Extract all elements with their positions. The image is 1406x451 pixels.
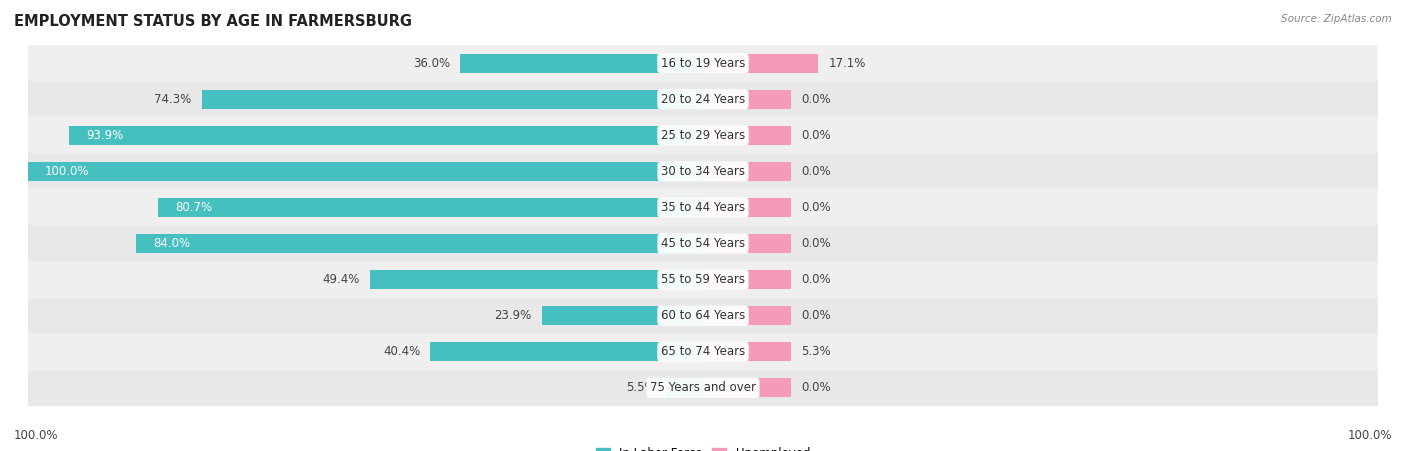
Bar <box>28 262 1378 298</box>
Bar <box>703 126 790 145</box>
Text: 0.0%: 0.0% <box>801 93 831 106</box>
Legend: In Labor Force, Unemployed: In Labor Force, Unemployed <box>591 442 815 451</box>
Bar <box>541 306 703 325</box>
Text: 0.0%: 0.0% <box>801 273 831 286</box>
Text: 60 to 64 Years: 60 to 64 Years <box>661 309 745 322</box>
Bar <box>28 298 1378 334</box>
Bar <box>703 342 790 361</box>
Bar <box>136 234 703 253</box>
Text: 75 Years and over: 75 Years and over <box>650 382 756 394</box>
Bar <box>460 54 703 73</box>
Text: 49.4%: 49.4% <box>322 273 360 286</box>
Bar <box>703 90 790 109</box>
Text: 5.5%: 5.5% <box>626 382 655 394</box>
Text: 20 to 24 Years: 20 to 24 Years <box>661 93 745 106</box>
Text: 0.0%: 0.0% <box>801 309 831 322</box>
Bar <box>28 117 1378 153</box>
Text: 30 to 34 Years: 30 to 34 Years <box>661 165 745 178</box>
Bar <box>28 334 1378 370</box>
Text: 0.0%: 0.0% <box>801 129 831 142</box>
Bar <box>28 162 703 181</box>
Text: 16 to 19 Years: 16 to 19 Years <box>661 57 745 69</box>
Bar <box>703 162 790 181</box>
Bar <box>201 90 703 109</box>
Text: 74.3%: 74.3% <box>155 93 191 106</box>
Text: 93.9%: 93.9% <box>86 129 124 142</box>
Bar <box>703 306 790 325</box>
Bar <box>370 270 703 289</box>
Text: 17.1%: 17.1% <box>828 57 866 69</box>
Bar <box>703 54 818 73</box>
Text: 0.0%: 0.0% <box>801 201 831 214</box>
Text: 100.0%: 100.0% <box>1347 429 1392 442</box>
Text: 0.0%: 0.0% <box>801 382 831 394</box>
Bar <box>703 198 790 217</box>
Text: 45 to 54 Years: 45 to 54 Years <box>661 237 745 250</box>
Bar <box>69 126 703 145</box>
Bar <box>28 189 1378 226</box>
Bar <box>28 153 1378 189</box>
Bar <box>28 45 1378 81</box>
Bar <box>666 378 703 397</box>
Text: 55 to 59 Years: 55 to 59 Years <box>661 273 745 286</box>
Text: 0.0%: 0.0% <box>801 237 831 250</box>
Text: 40.4%: 40.4% <box>382 345 420 358</box>
Bar <box>430 342 703 361</box>
Text: 25 to 29 Years: 25 to 29 Years <box>661 129 745 142</box>
Bar <box>28 370 1378 406</box>
Text: 23.9%: 23.9% <box>495 309 531 322</box>
Text: 0.0%: 0.0% <box>801 165 831 178</box>
Bar <box>703 234 790 253</box>
Text: 5.3%: 5.3% <box>801 345 831 358</box>
Text: 65 to 74 Years: 65 to 74 Years <box>661 345 745 358</box>
Bar <box>28 226 1378 262</box>
Text: 100.0%: 100.0% <box>14 429 59 442</box>
Text: 36.0%: 36.0% <box>413 57 450 69</box>
Text: 35 to 44 Years: 35 to 44 Years <box>661 201 745 214</box>
Bar <box>703 378 790 397</box>
Bar <box>28 81 1378 117</box>
Text: 80.7%: 80.7% <box>176 201 212 214</box>
Text: Source: ZipAtlas.com: Source: ZipAtlas.com <box>1281 14 1392 23</box>
Bar <box>703 270 790 289</box>
Text: EMPLOYMENT STATUS BY AGE IN FARMERSBURG: EMPLOYMENT STATUS BY AGE IN FARMERSBURG <box>14 14 412 28</box>
Text: 84.0%: 84.0% <box>153 237 190 250</box>
Bar <box>159 198 703 217</box>
Text: 100.0%: 100.0% <box>45 165 90 178</box>
